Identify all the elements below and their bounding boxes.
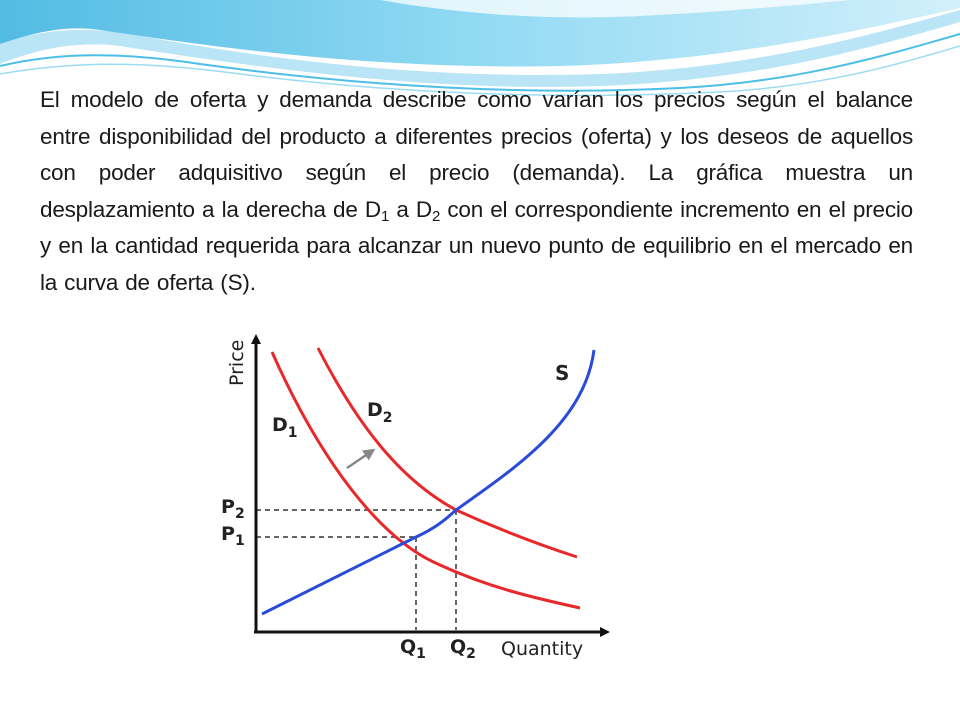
paragraph-sub-1: 1 bbox=[380, 207, 390, 225]
p1-label-main: P bbox=[221, 523, 235, 545]
header-wave-decoration bbox=[0, 0, 960, 97]
p2-label-sub: 2 bbox=[235, 506, 245, 522]
q2-label: Q2 bbox=[450, 636, 476, 662]
q1-label-main: Q bbox=[400, 636, 416, 658]
supply-label: S bbox=[555, 361, 569, 385]
equilibrium-guide-lines bbox=[256, 509, 457, 630]
q2-label-sub: 2 bbox=[466, 646, 476, 662]
paragraph-part-1: El modelo de oferta y demanda describe c… bbox=[40, 87, 913, 222]
demand2-label-main: D bbox=[367, 399, 383, 421]
demand-shift-arrow bbox=[346, 448, 376, 470]
y-axis-label: Price bbox=[226, 340, 248, 386]
demand2-label-sub: 2 bbox=[383, 410, 393, 426]
p2-label-main: P bbox=[221, 496, 235, 518]
demand2-label: D2 bbox=[367, 399, 393, 426]
x-axis-label: Quantity bbox=[501, 638, 583, 660]
p2-label: P2 bbox=[221, 496, 245, 522]
demand1-label: D1 bbox=[272, 414, 298, 441]
description-paragraph: El modelo de oferta y demanda describe c… bbox=[40, 82, 913, 301]
paragraph-sub-2: 2 bbox=[431, 207, 441, 225]
p1-label: P1 bbox=[221, 523, 245, 549]
demand1-label-main: D bbox=[272, 414, 288, 436]
p1-label-sub: 1 bbox=[235, 533, 245, 549]
supply-curve bbox=[261, 349, 596, 616]
q2-label-main: Q bbox=[450, 636, 466, 658]
q1-label: Q1 bbox=[400, 636, 426, 662]
demand1-label-sub: 1 bbox=[288, 425, 298, 441]
paragraph-part-2: a D bbox=[389, 196, 432, 222]
demand-curve-d2 bbox=[316, 347, 578, 559]
q1-label-sub: 1 bbox=[416, 646, 426, 662]
demand-curve-d1 bbox=[270, 351, 581, 610]
paragraph-part-3: con el correspondiente incremento en el … bbox=[40, 196, 913, 295]
